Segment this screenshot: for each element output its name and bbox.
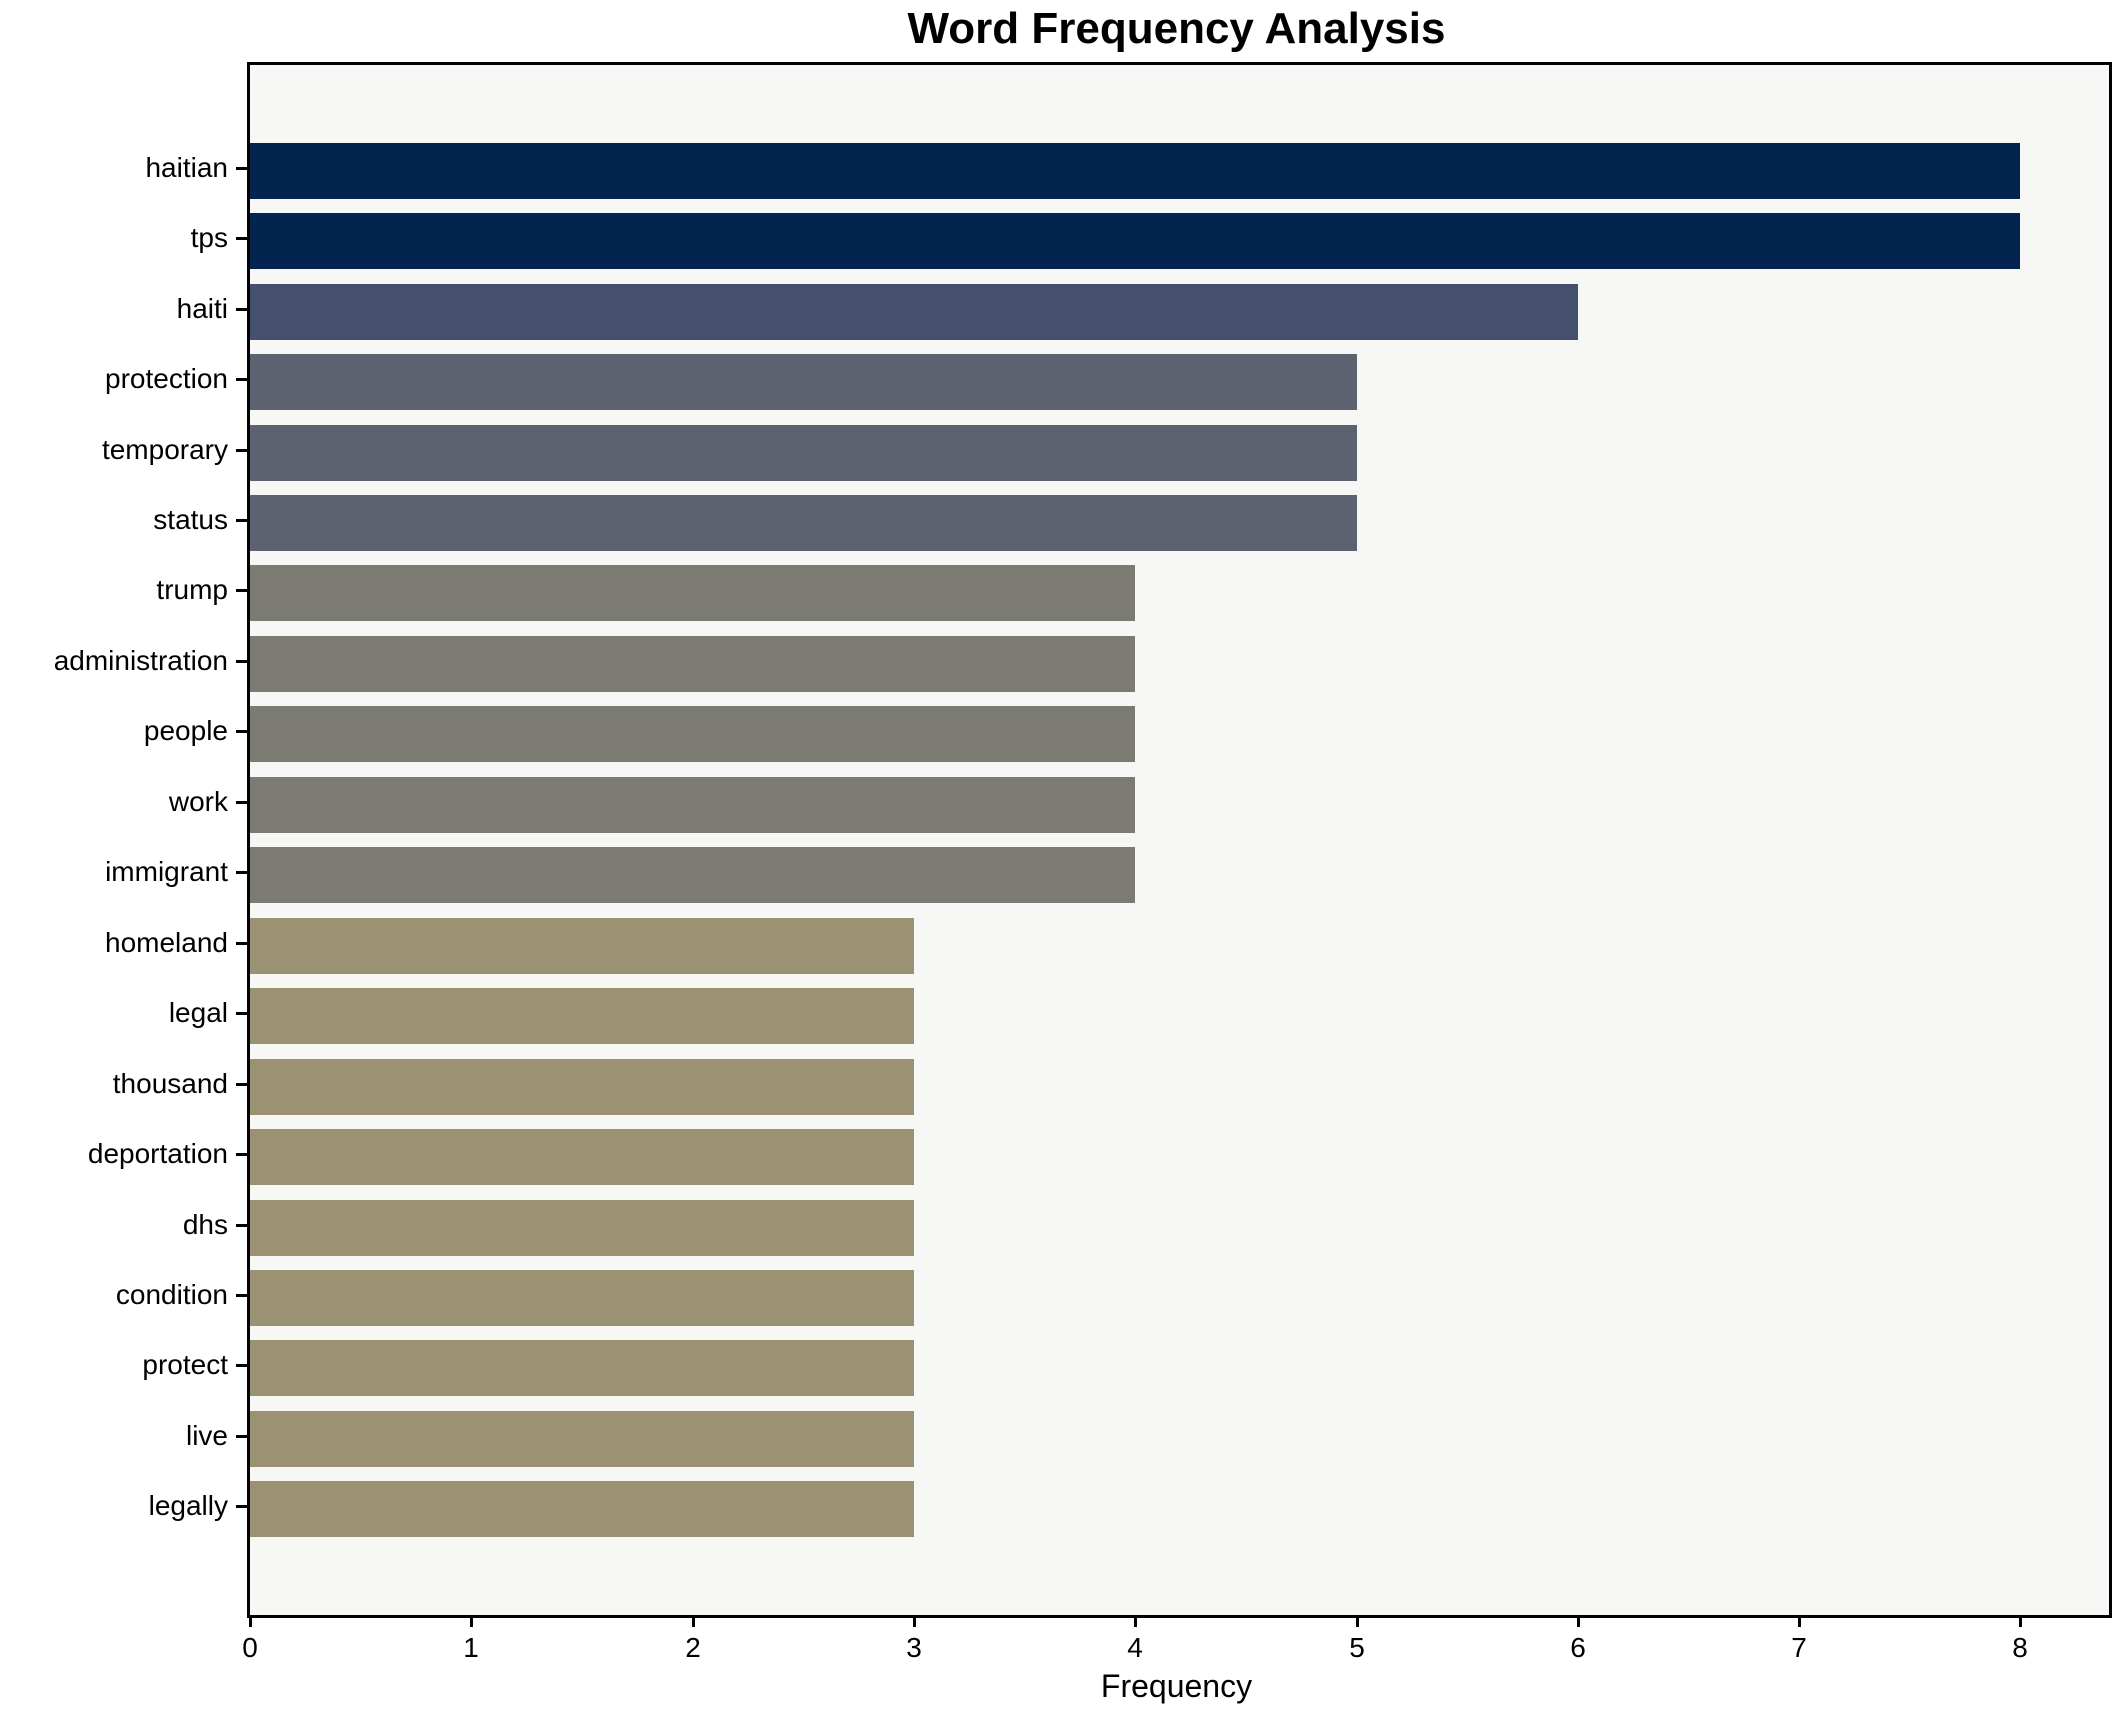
x-tick-label-3: 3 xyxy=(906,1632,922,1663)
y-tick-mark xyxy=(236,730,247,733)
x-tick-label-8: 8 xyxy=(2012,1632,2028,1663)
bar-status xyxy=(250,495,1357,551)
y-tick-label-trump: trump xyxy=(156,574,228,605)
x-tick-label-2: 2 xyxy=(685,1632,701,1663)
y-tick-label-thousand: thousand xyxy=(112,1068,228,1099)
y-tick-mark xyxy=(236,589,247,592)
y-tick-label-haitian: haitian xyxy=(145,152,228,183)
x-tick-label-5: 5 xyxy=(1349,1632,1365,1663)
y-tick-label-temporary: temporary xyxy=(101,434,228,465)
y-tick-label-haiti: haiti xyxy=(176,293,228,324)
bar-temporary xyxy=(250,425,1357,481)
bar-homeland xyxy=(250,918,914,974)
y-tick-mark xyxy=(236,167,247,170)
y-tick-mark xyxy=(236,308,247,311)
y-tick-mark xyxy=(236,378,247,381)
x-tick-mark xyxy=(913,1615,916,1627)
x-tick-mark xyxy=(2019,1615,2022,1627)
y-tick-label-homeland: homeland xyxy=(105,927,228,958)
y-tick-label-protect: protect xyxy=(142,1349,228,1380)
y-tick-mark xyxy=(236,519,247,522)
bar-thousand xyxy=(250,1059,914,1115)
bar-deportation xyxy=(250,1129,914,1185)
bar-legally xyxy=(250,1481,914,1537)
y-tick-label-deportation: deportation xyxy=(87,1138,228,1169)
y-tick-mark xyxy=(236,801,247,804)
x-tick-label-1: 1 xyxy=(463,1632,479,1663)
y-tick-mark xyxy=(236,1505,247,1508)
y-tick-mark xyxy=(236,660,247,663)
x-tick-mark xyxy=(1356,1615,1359,1627)
bar-people xyxy=(250,706,1135,762)
y-tick-mark xyxy=(236,1294,247,1297)
x-tick-mark xyxy=(1798,1615,1801,1627)
bar-protect xyxy=(250,1340,914,1396)
bar-administration xyxy=(250,636,1135,692)
y-tick-mark xyxy=(236,871,247,874)
x-tick-label-4: 4 xyxy=(1127,1632,1143,1663)
y-tick-label-dhs: dhs xyxy=(182,1209,228,1240)
y-tick-label-administration: administration xyxy=(53,645,228,676)
bar-legal xyxy=(250,988,914,1044)
y-tick-label-live: live xyxy=(185,1420,228,1451)
bar-live xyxy=(250,1411,914,1467)
y-tick-label-protection: protection xyxy=(105,363,228,394)
y-tick-label-tps: tps xyxy=(190,222,228,253)
plot-area xyxy=(247,62,2112,1618)
chart-title: Word Frequency Analysis xyxy=(907,4,1446,53)
y-tick-mark xyxy=(236,237,247,240)
y-tick-mark xyxy=(236,1364,247,1367)
x-axis-label: Frequency xyxy=(1100,1668,1253,1704)
y-tick-label-condition: condition xyxy=(115,1279,228,1310)
y-tick-label-status: status xyxy=(153,504,228,535)
bar-tps xyxy=(250,213,2020,269)
bar-work xyxy=(250,777,1135,833)
x-tick-mark xyxy=(249,1615,252,1627)
x-tick-label-0: 0 xyxy=(242,1632,258,1663)
x-tick-mark xyxy=(1134,1615,1137,1627)
x-tick-mark xyxy=(1577,1615,1580,1627)
y-tick-mark xyxy=(236,449,247,452)
y-tick-label-legally: legally xyxy=(148,1490,228,1521)
y-tick-mark xyxy=(236,1083,247,1086)
y-tick-mark xyxy=(236,1224,247,1227)
y-tick-mark xyxy=(236,1435,247,1438)
bar-condition xyxy=(250,1270,914,1326)
bar-haiti xyxy=(250,284,1578,340)
y-tick-mark xyxy=(236,1153,247,1156)
bar-dhs xyxy=(250,1200,914,1256)
x-tick-mark xyxy=(692,1615,695,1627)
y-tick-label-work: work xyxy=(168,786,228,817)
bar-trump xyxy=(250,565,1135,621)
x-tick-label-6: 6 xyxy=(1570,1632,1586,1663)
y-tick-mark xyxy=(236,942,247,945)
y-tick-label-legal: legal xyxy=(168,997,228,1028)
x-tick-label-7: 7 xyxy=(1791,1632,1807,1663)
y-tick-mark xyxy=(236,1012,247,1015)
bar-protection xyxy=(250,354,1357,410)
y-tick-label-immigrant: immigrant xyxy=(105,856,228,887)
x-tick-mark xyxy=(470,1615,473,1627)
bar-immigrant xyxy=(250,847,1135,903)
y-tick-label-people: people xyxy=(143,715,228,746)
bar-haitian xyxy=(250,143,2020,199)
